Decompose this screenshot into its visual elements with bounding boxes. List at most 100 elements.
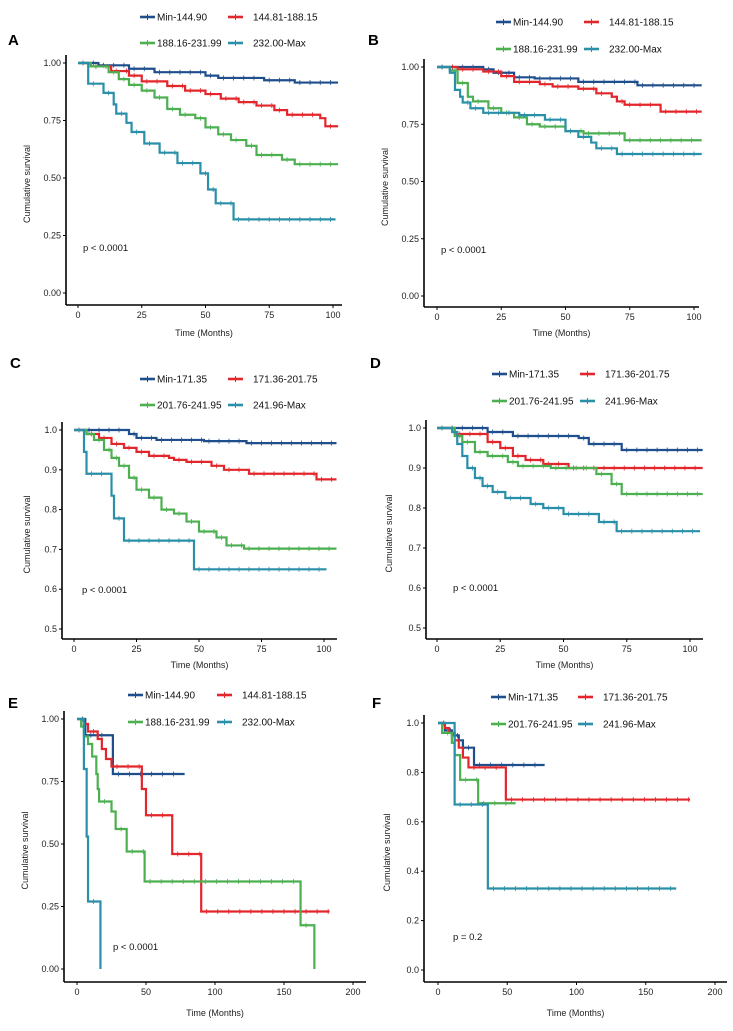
- survival-curve-blue: [437, 65, 702, 87]
- y-tick-label: 0.50: [41, 839, 59, 849]
- survival-curve-teal: [437, 426, 701, 533]
- x-axis-title: Time (Months): [171, 660, 229, 670]
- survival-curve-teal: [74, 428, 327, 571]
- legend-item: 144.81-188.15: [584, 18, 674, 29]
- survival-curve-red: [78, 61, 339, 128]
- survival-curve-red: [74, 428, 337, 481]
- legend-item: 201.76-241.95: [140, 401, 222, 412]
- panel-e: E 0.00 0.25 0.50 0.75 1.00 0 50 100 150 200 Time (M…: [8, 691, 366, 1018]
- y-tick-label: 0.50: [401, 177, 419, 187]
- legend-item: Min-171.35: [492, 370, 559, 381]
- panel-b: B 0.00 0.25 0.50 0.75 1.00 0 25 50 75 100 Time (Mon…: [368, 18, 702, 338]
- legend-label: 188.16-231.99: [145, 718, 210, 729]
- x-axis-title: Time (Months): [536, 660, 594, 670]
- panel-f: F 0.0 0.2 0.4 0.6 0.8 1.0 0 50 100 150 200 Time (Mon…: [372, 693, 727, 1018]
- legend-label: 201.76-241.95: [509, 397, 574, 408]
- x-tick-label: 0: [435, 987, 440, 997]
- x-tick-label: 100: [569, 987, 584, 997]
- panel-label: C: [10, 355, 21, 372]
- legend-item: 188.16-231.99: [140, 39, 222, 50]
- legend-item: 232.00-Max: [228, 39, 306, 50]
- x-tick-label: 75: [256, 644, 266, 654]
- y-axis-title: Cumulative survival: [382, 813, 392, 891]
- y-tick-label: 0.00: [41, 964, 59, 974]
- y-tick-label: 1.00: [41, 714, 59, 724]
- x-tick-label: 50: [502, 987, 512, 997]
- legend-label: 188.16-231.99: [513, 45, 578, 56]
- y-tick-label: 0.6: [408, 583, 421, 593]
- legend-label: 232.00-Max: [253, 39, 306, 50]
- y-tick-label: 0.75: [43, 116, 61, 126]
- legend-label: 241.96-Max: [603, 720, 656, 731]
- p-value-annotation: p < 0.0001: [441, 245, 486, 256]
- y-axis-title: Cumulative survival: [22, 145, 32, 223]
- x-tick-label: 100: [207, 987, 222, 997]
- p-value-annotation: p < 0.0001: [453, 583, 498, 594]
- legend-item: Min-144.90: [140, 13, 207, 24]
- x-tick-label: 100: [682, 644, 697, 654]
- x-tick-label: 100: [316, 644, 331, 654]
- legend-item: 241.96-Max: [578, 720, 656, 731]
- legend-item: 232.00-Max: [584, 45, 662, 56]
- x-tick-label: 0: [75, 310, 80, 320]
- survival-curve-green: [438, 721, 516, 805]
- y-axis-title: Cumulative survival: [20, 811, 30, 889]
- legend-label: Min-144.90: [157, 13, 207, 24]
- legend-item: Min-144.90: [128, 691, 195, 702]
- x-tick-label: 200: [345, 987, 360, 997]
- x-tick-label: 25: [496, 312, 506, 322]
- survival-curve-green: [437, 426, 703, 496]
- survival-curve-green: [74, 428, 337, 550]
- x-axis-title: Time (Months): [175, 328, 233, 338]
- panel-label: B: [368, 32, 379, 49]
- y-tick-label: 0.4: [406, 866, 419, 876]
- p-value-annotation: p = 0.2: [453, 932, 482, 943]
- x-tick-label: 100: [325, 310, 340, 320]
- legend-item: 201.76-241.95: [491, 720, 573, 731]
- x-tick-label: 50: [560, 312, 570, 322]
- x-tick-label: 150: [276, 987, 291, 997]
- p-value-annotation: p < 0.0001: [83, 243, 128, 254]
- panel-label: A: [8, 32, 19, 49]
- y-tick-label: 0.9: [44, 465, 57, 475]
- x-tick-label: 50: [200, 310, 210, 320]
- panel-label: F: [372, 695, 381, 712]
- survival-curve-green: [78, 61, 339, 166]
- survival-curve-red: [438, 721, 691, 801]
- legend-label: 232.00-Max: [609, 45, 662, 56]
- panel-a: A 0.00 0.25 0.50 0.75 1.00 0 25 50 75 100 Time (Mon…: [8, 13, 342, 338]
- panel-label: D: [370, 355, 381, 372]
- x-tick-label: 75: [264, 310, 274, 320]
- x-axis-title: Time (Months): [186, 1008, 244, 1018]
- legend-label: 171.36-201.75: [253, 375, 318, 386]
- legend-item: Min-171.35: [140, 375, 207, 386]
- y-tick-label: 0.2: [406, 916, 419, 926]
- y-axis-title: Cumulative survival: [22, 495, 32, 573]
- survival-curve-blue: [438, 721, 545, 767]
- legend-item: 241.96-Max: [228, 401, 306, 412]
- legend-label: Min-171.35: [508, 693, 558, 704]
- y-tick-label: 0.00: [43, 288, 61, 298]
- x-tick-label: 75: [622, 644, 632, 654]
- survival-curve-red: [437, 65, 702, 113]
- y-tick-label: 0.8: [406, 767, 419, 777]
- legend-item: 171.36-201.75: [578, 693, 668, 704]
- legend-item: 188.16-231.99: [496, 45, 578, 56]
- legend-label: Min-144.90: [145, 691, 195, 702]
- x-tick-label: 25: [131, 644, 141, 654]
- x-axis-title: Time (Months): [533, 328, 591, 338]
- panel-c: C 0.5 0.6 0.7 0.8 0.9 1.0 0 25 50 75 100 Time (Month…: [10, 355, 337, 670]
- x-tick-label: 25: [137, 310, 147, 320]
- p-value-annotation: p < 0.0001: [82, 585, 127, 596]
- legend-label: 171.36-201.75: [603, 693, 668, 704]
- y-tick-label: 1.00: [401, 62, 419, 72]
- survival-curve-green: [77, 717, 316, 969]
- y-tick-label: 0.50: [43, 173, 61, 183]
- y-tick-label: 0.25: [43, 231, 61, 241]
- x-axis-title: Time (Months): [547, 1008, 605, 1018]
- y-tick-label: 0.25: [41, 902, 59, 912]
- legend-label: Min-171.35: [157, 375, 207, 386]
- legend-label: 171.36-201.75: [605, 370, 670, 381]
- legend-item: Min-144.90: [496, 18, 563, 29]
